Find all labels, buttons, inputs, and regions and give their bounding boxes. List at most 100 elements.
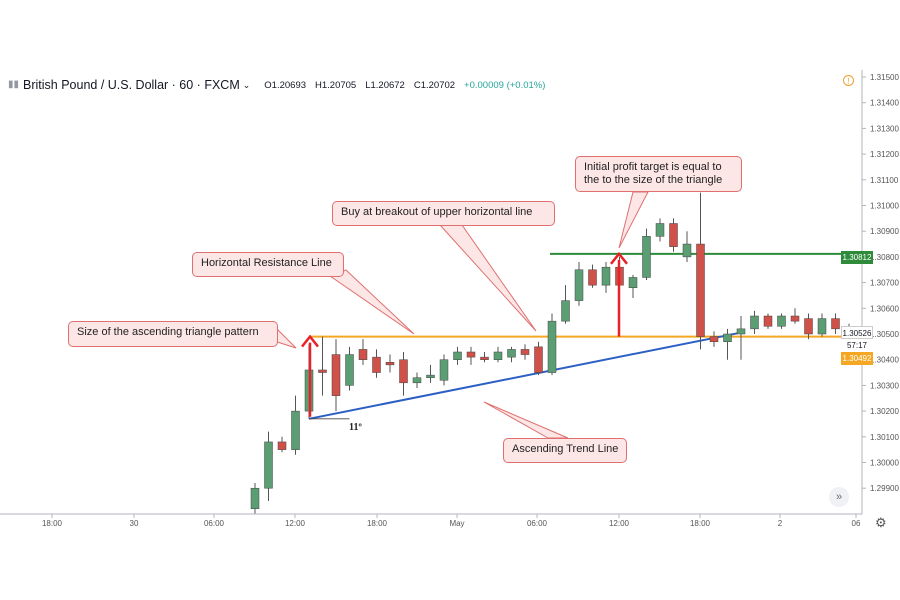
candle-body bbox=[466, 351, 476, 358]
candle bbox=[507, 346, 516, 363]
candle-body bbox=[426, 374, 435, 378]
candles bbox=[250, 192, 854, 514]
x-tick-label: May bbox=[449, 519, 464, 528]
ohlc-values: O1.20693 H1.20705 L1.20672 C1.20702 +0.0… bbox=[264, 80, 545, 91]
candle bbox=[574, 262, 584, 306]
candle bbox=[372, 349, 381, 378]
candle bbox=[750, 310, 759, 334]
level-lines bbox=[308, 252, 860, 420]
candle-body bbox=[493, 351, 503, 360]
candle-body bbox=[480, 356, 489, 360]
callout-resistance-pointer bbox=[328, 269, 415, 335]
y-tick-label: 1.31300 bbox=[870, 124, 899, 133]
candle bbox=[480, 351, 489, 363]
candle bbox=[345, 346, 354, 391]
candle bbox=[399, 351, 408, 396]
candle bbox=[736, 316, 746, 360]
candle-body bbox=[345, 354, 354, 386]
candle-body bbox=[520, 349, 530, 355]
candle-body bbox=[318, 369, 327, 373]
candle-body bbox=[250, 487, 260, 510]
x-tick-label: 2 bbox=[778, 519, 783, 528]
scroll-right-icon[interactable]: » bbox=[829, 487, 849, 507]
candle bbox=[561, 285, 570, 324]
profit-target-arrow bbox=[610, 251, 628, 337]
candle bbox=[804, 313, 813, 340]
candle bbox=[453, 346, 462, 365]
candle bbox=[358, 339, 368, 365]
candle-body bbox=[385, 362, 395, 366]
y-tick-label: 1.30500 bbox=[870, 330, 899, 339]
chevron-down-icon[interactable]: ⌄ bbox=[242, 79, 251, 90]
angle-label: 11º bbox=[349, 422, 362, 433]
candle bbox=[291, 395, 300, 455]
candle-body bbox=[831, 318, 840, 330]
price-tag-resistance: 1.30492 bbox=[841, 352, 873, 365]
candle-body bbox=[642, 236, 651, 278]
candle bbox=[331, 339, 341, 412]
x-tick-label: 18:00 bbox=[690, 519, 711, 528]
callout-resistance: Horizontal Resistance Line bbox=[192, 252, 344, 277]
y-tick-label: 1.29900 bbox=[870, 484, 899, 493]
candle-body bbox=[358, 349, 368, 360]
candle-body bbox=[777, 315, 786, 327]
candle bbox=[601, 262, 611, 293]
candle-body bbox=[439, 359, 449, 381]
gear-icon[interactable]: ⚙ bbox=[875, 515, 887, 530]
x-tick-label: 12:00 bbox=[609, 519, 630, 528]
candle-body bbox=[696, 243, 705, 337]
candle-body bbox=[277, 441, 287, 450]
candle-body bbox=[763, 315, 773, 327]
candle bbox=[250, 483, 260, 514]
x-tick-label: 06:00 bbox=[527, 519, 548, 528]
change-value: +0.00009 (+0.01%) bbox=[464, 79, 546, 91]
time-axis: 18:00 30 06:00 12:00 18:00 May 06:00 12:00 18:00… bbox=[42, 514, 861, 528]
candle-body bbox=[682, 243, 692, 258]
candle-body bbox=[736, 328, 746, 335]
x-tick-label: 18:00 bbox=[42, 519, 63, 528]
callout-trend-pointer bbox=[483, 401, 569, 439]
chart-header: ▮▮ British Pound / U.S. Dollar · 60 · FX… bbox=[8, 76, 545, 94]
alert-icon[interactable]: ! bbox=[843, 75, 854, 86]
candle-body bbox=[507, 349, 516, 358]
y-tick-label: 1.31100 bbox=[870, 176, 899, 185]
candle bbox=[466, 346, 476, 365]
candle-body bbox=[331, 354, 341, 396]
callout-trend-line: Ascending Trend Line bbox=[503, 438, 627, 463]
price-tag-countdown: 57:17 bbox=[841, 339, 873, 352]
bars-icon[interactable]: ▮▮ bbox=[8, 79, 20, 90]
price-tag-current: 1.30526 bbox=[841, 326, 873, 339]
y-tick-label: 1.31400 bbox=[870, 99, 899, 108]
candle bbox=[534, 341, 543, 376]
candle-body bbox=[790, 315, 800, 322]
candle bbox=[493, 346, 503, 363]
price-tag-target: 1.30812 bbox=[841, 251, 873, 264]
y-tick-label: 1.31000 bbox=[870, 202, 899, 211]
candle bbox=[642, 228, 651, 281]
candle-body bbox=[709, 336, 719, 342]
candle-body bbox=[291, 410, 300, 450]
price-axis: 1.31500 1.31400 1.31300 1.31200 1.31100 1.310… bbox=[862, 73, 899, 493]
candle-body bbox=[372, 356, 381, 373]
symbol-title[interactable]: British Pound / U.S. Dollar · 60 · FXCM bbox=[23, 78, 240, 92]
candle bbox=[723, 328, 732, 360]
y-tick-label: 1.30400 bbox=[870, 356, 899, 365]
y-tick-label: 1.31500 bbox=[870, 73, 899, 82]
candle-body bbox=[534, 346, 543, 373]
candle bbox=[277, 436, 287, 453]
arrow-head bbox=[301, 334, 319, 348]
high-value: H1.20705 bbox=[315, 79, 357, 91]
candle bbox=[318, 336, 327, 396]
x-tick-label: 06 bbox=[852, 519, 861, 528]
x-tick-label: 06:00 bbox=[204, 519, 225, 528]
candle-body bbox=[669, 223, 678, 247]
low-value: L1.20672 bbox=[365, 79, 405, 91]
y-tick-label: 1.30000 bbox=[870, 459, 899, 468]
open-value: O1.20693 bbox=[264, 79, 307, 91]
candle bbox=[264, 431, 273, 502]
candle bbox=[655, 218, 665, 242]
y-tick-label: 1.30300 bbox=[870, 381, 899, 390]
callout-size-pattern: Size of the ascending triangle pattern bbox=[68, 321, 278, 347]
candle bbox=[426, 364, 435, 383]
